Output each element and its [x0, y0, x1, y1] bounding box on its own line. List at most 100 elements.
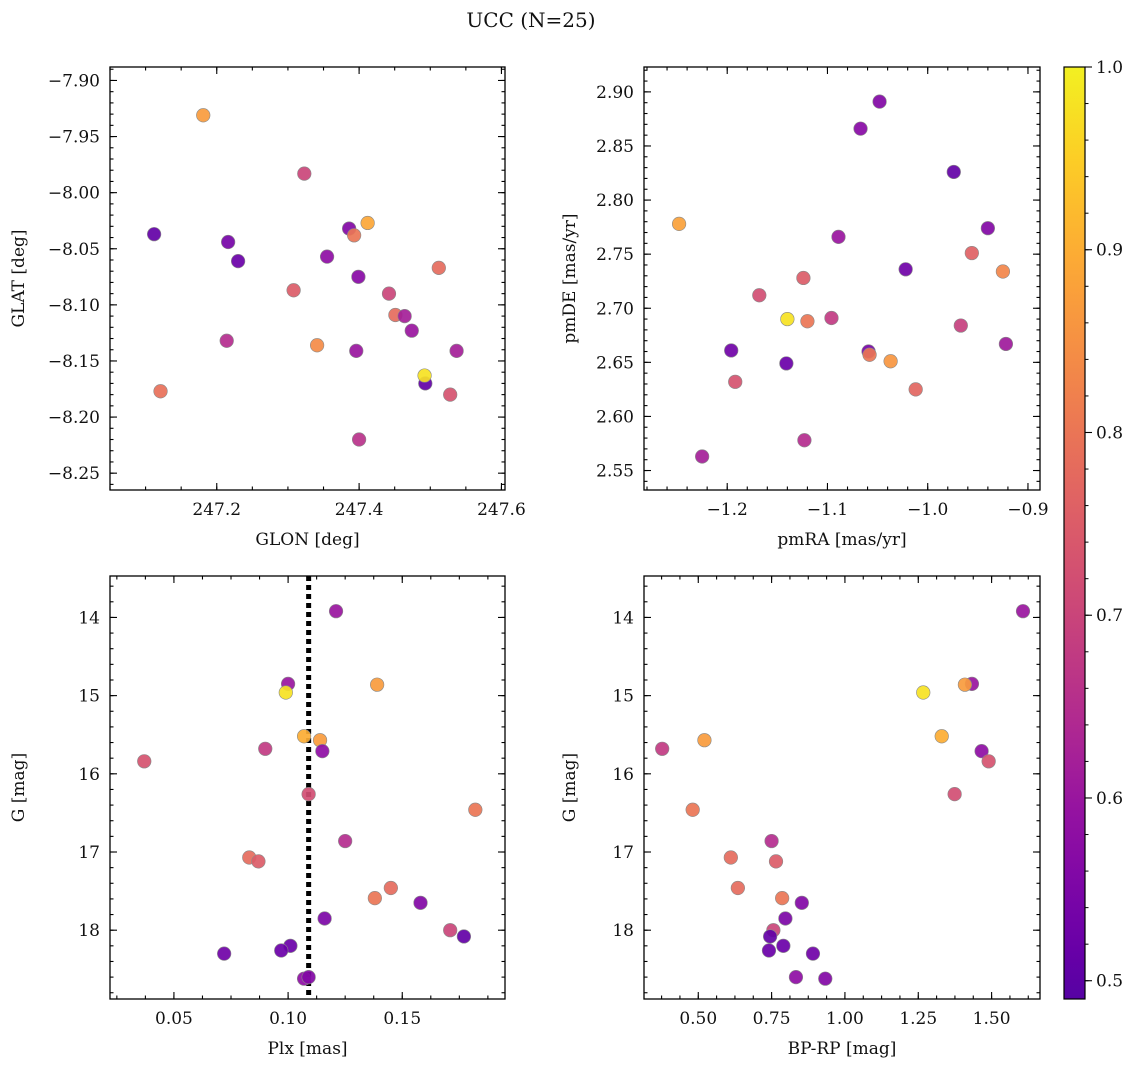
- data-point: [697, 733, 712, 748]
- data-point: [763, 929, 778, 944]
- data-point: [431, 260, 446, 275]
- data-point: [671, 216, 687, 231]
- plot-area: [655, 604, 1031, 986]
- panel-4: 0.50 0.75 1.00 1.25 1.50 14 15 16 17 18 BP-RP [mag…: [560, 575, 1041, 1059]
- colorbar-tick-label: 0.9: [1096, 241, 1123, 261]
- x-axis-label: pmRA [mas/yr]: [777, 530, 906, 550]
- data-point: [883, 354, 898, 369]
- data-point: [824, 310, 839, 326]
- data-point: [351, 269, 366, 284]
- data-point: [153, 384, 168, 399]
- data-point: [797, 433, 812, 448]
- x-tick-label: 247.6: [477, 500, 526, 520]
- y-tick-label: 2.90: [596, 83, 634, 103]
- data-point: [898, 262, 913, 277]
- data-point: [964, 245, 979, 261]
- y-tick-label: −8.05: [48, 240, 100, 260]
- plot-area: [147, 108, 464, 447]
- figure-title: UCC (N=25): [466, 8, 595, 32]
- y-tick-label: 18: [78, 921, 100, 941]
- data-point: [274, 943, 289, 958]
- data-point: [349, 343, 364, 358]
- colorbar-tick-label: 0.7: [1096, 606, 1123, 626]
- data-point: [778, 911, 793, 926]
- x-tick-label: −1.2: [707, 500, 748, 520]
- data-point: [217, 946, 232, 961]
- data-point: [957, 677, 973, 692]
- colorbar-gradient: [1063, 66, 1086, 1000]
- data-point: [286, 283, 301, 298]
- data-point: [367, 891, 382, 906]
- data-point: [761, 943, 777, 958]
- data-point: [443, 923, 458, 938]
- y-tick-label: 16: [78, 765, 100, 785]
- plot-area: [671, 94, 1014, 464]
- data-point: [404, 323, 419, 338]
- colorbar-tick-label: 0.5: [1096, 972, 1123, 992]
- data-point: [310, 338, 325, 353]
- x-tick-label: −1.1: [807, 500, 848, 520]
- axes-frame: [643, 66, 1041, 491]
- x-tick-label: −0.9: [1007, 500, 1048, 520]
- y-tick-label: 14: [612, 608, 634, 628]
- data-point: [695, 449, 710, 464]
- data-point: [981, 754, 996, 769]
- x-tick-label: 247.2: [192, 500, 241, 520]
- data-point: [443, 387, 458, 402]
- data-point: [351, 432, 367, 447]
- data-point: [328, 604, 344, 619]
- colorbar-tick-label: 1.0: [1096, 58, 1123, 78]
- x-tick-label: 0.15: [383, 1009, 421, 1029]
- data-point: [317, 911, 332, 926]
- data-point: [278, 685, 293, 700]
- data-point: [297, 166, 312, 181]
- x-tick-label: 0.50: [679, 1009, 717, 1029]
- data-point: [995, 264, 1011, 279]
- data-point: [730, 880, 745, 896]
- data-point: [397, 308, 412, 324]
- x-tick-label: −1.0: [907, 500, 948, 520]
- data-point: [776, 938, 791, 953]
- data-point: [916, 685, 931, 700]
- x-axis-label: GLON [deg]: [255, 530, 359, 550]
- data-point: [805, 946, 821, 961]
- x-axis-label: BP-RP [mag]: [788, 1039, 897, 1059]
- data-point: [319, 249, 335, 264]
- y-tick-label: 2.80: [596, 191, 634, 211]
- data-point: [831, 229, 846, 244]
- data-point: [724, 343, 739, 358]
- data-point: [685, 802, 700, 817]
- axes-frame: [109, 575, 506, 1000]
- data-point: [946, 164, 961, 180]
- data-point: [796, 270, 811, 286]
- data-point: [934, 729, 949, 744]
- x-tick-label: 0.75: [753, 1009, 791, 1029]
- y-tick-label: 18: [612, 921, 634, 941]
- data-point: [296, 729, 312, 744]
- data-point: [338, 833, 353, 849]
- data-point: [219, 333, 234, 348]
- data-point: [818, 971, 833, 986]
- data-point: [370, 677, 385, 692]
- data-point: [315, 744, 330, 759]
- data-point: [768, 854, 784, 869]
- x-tick-label: 247.4: [335, 500, 384, 520]
- data-point: [764, 833, 779, 849]
- data-point: [862, 347, 877, 362]
- y-tick-label: −8.20: [48, 408, 100, 428]
- data-point: [953, 318, 968, 333]
- data-point: [655, 741, 670, 756]
- y-tick-label: 17: [78, 843, 100, 863]
- data-point: [383, 880, 398, 896]
- data-point: [1015, 604, 1031, 619]
- y-tick-label: 17: [612, 843, 634, 863]
- plot-area: [137, 576, 483, 999]
- data-point: [908, 382, 923, 397]
- y-tick-label: −8.10: [48, 296, 100, 316]
- data-point: [301, 787, 316, 802]
- x-tick-label: 1.25: [899, 1009, 937, 1029]
- y-tick-label: −7.90: [48, 71, 100, 91]
- data-point: [872, 94, 887, 109]
- y-tick-label: 16: [612, 765, 634, 785]
